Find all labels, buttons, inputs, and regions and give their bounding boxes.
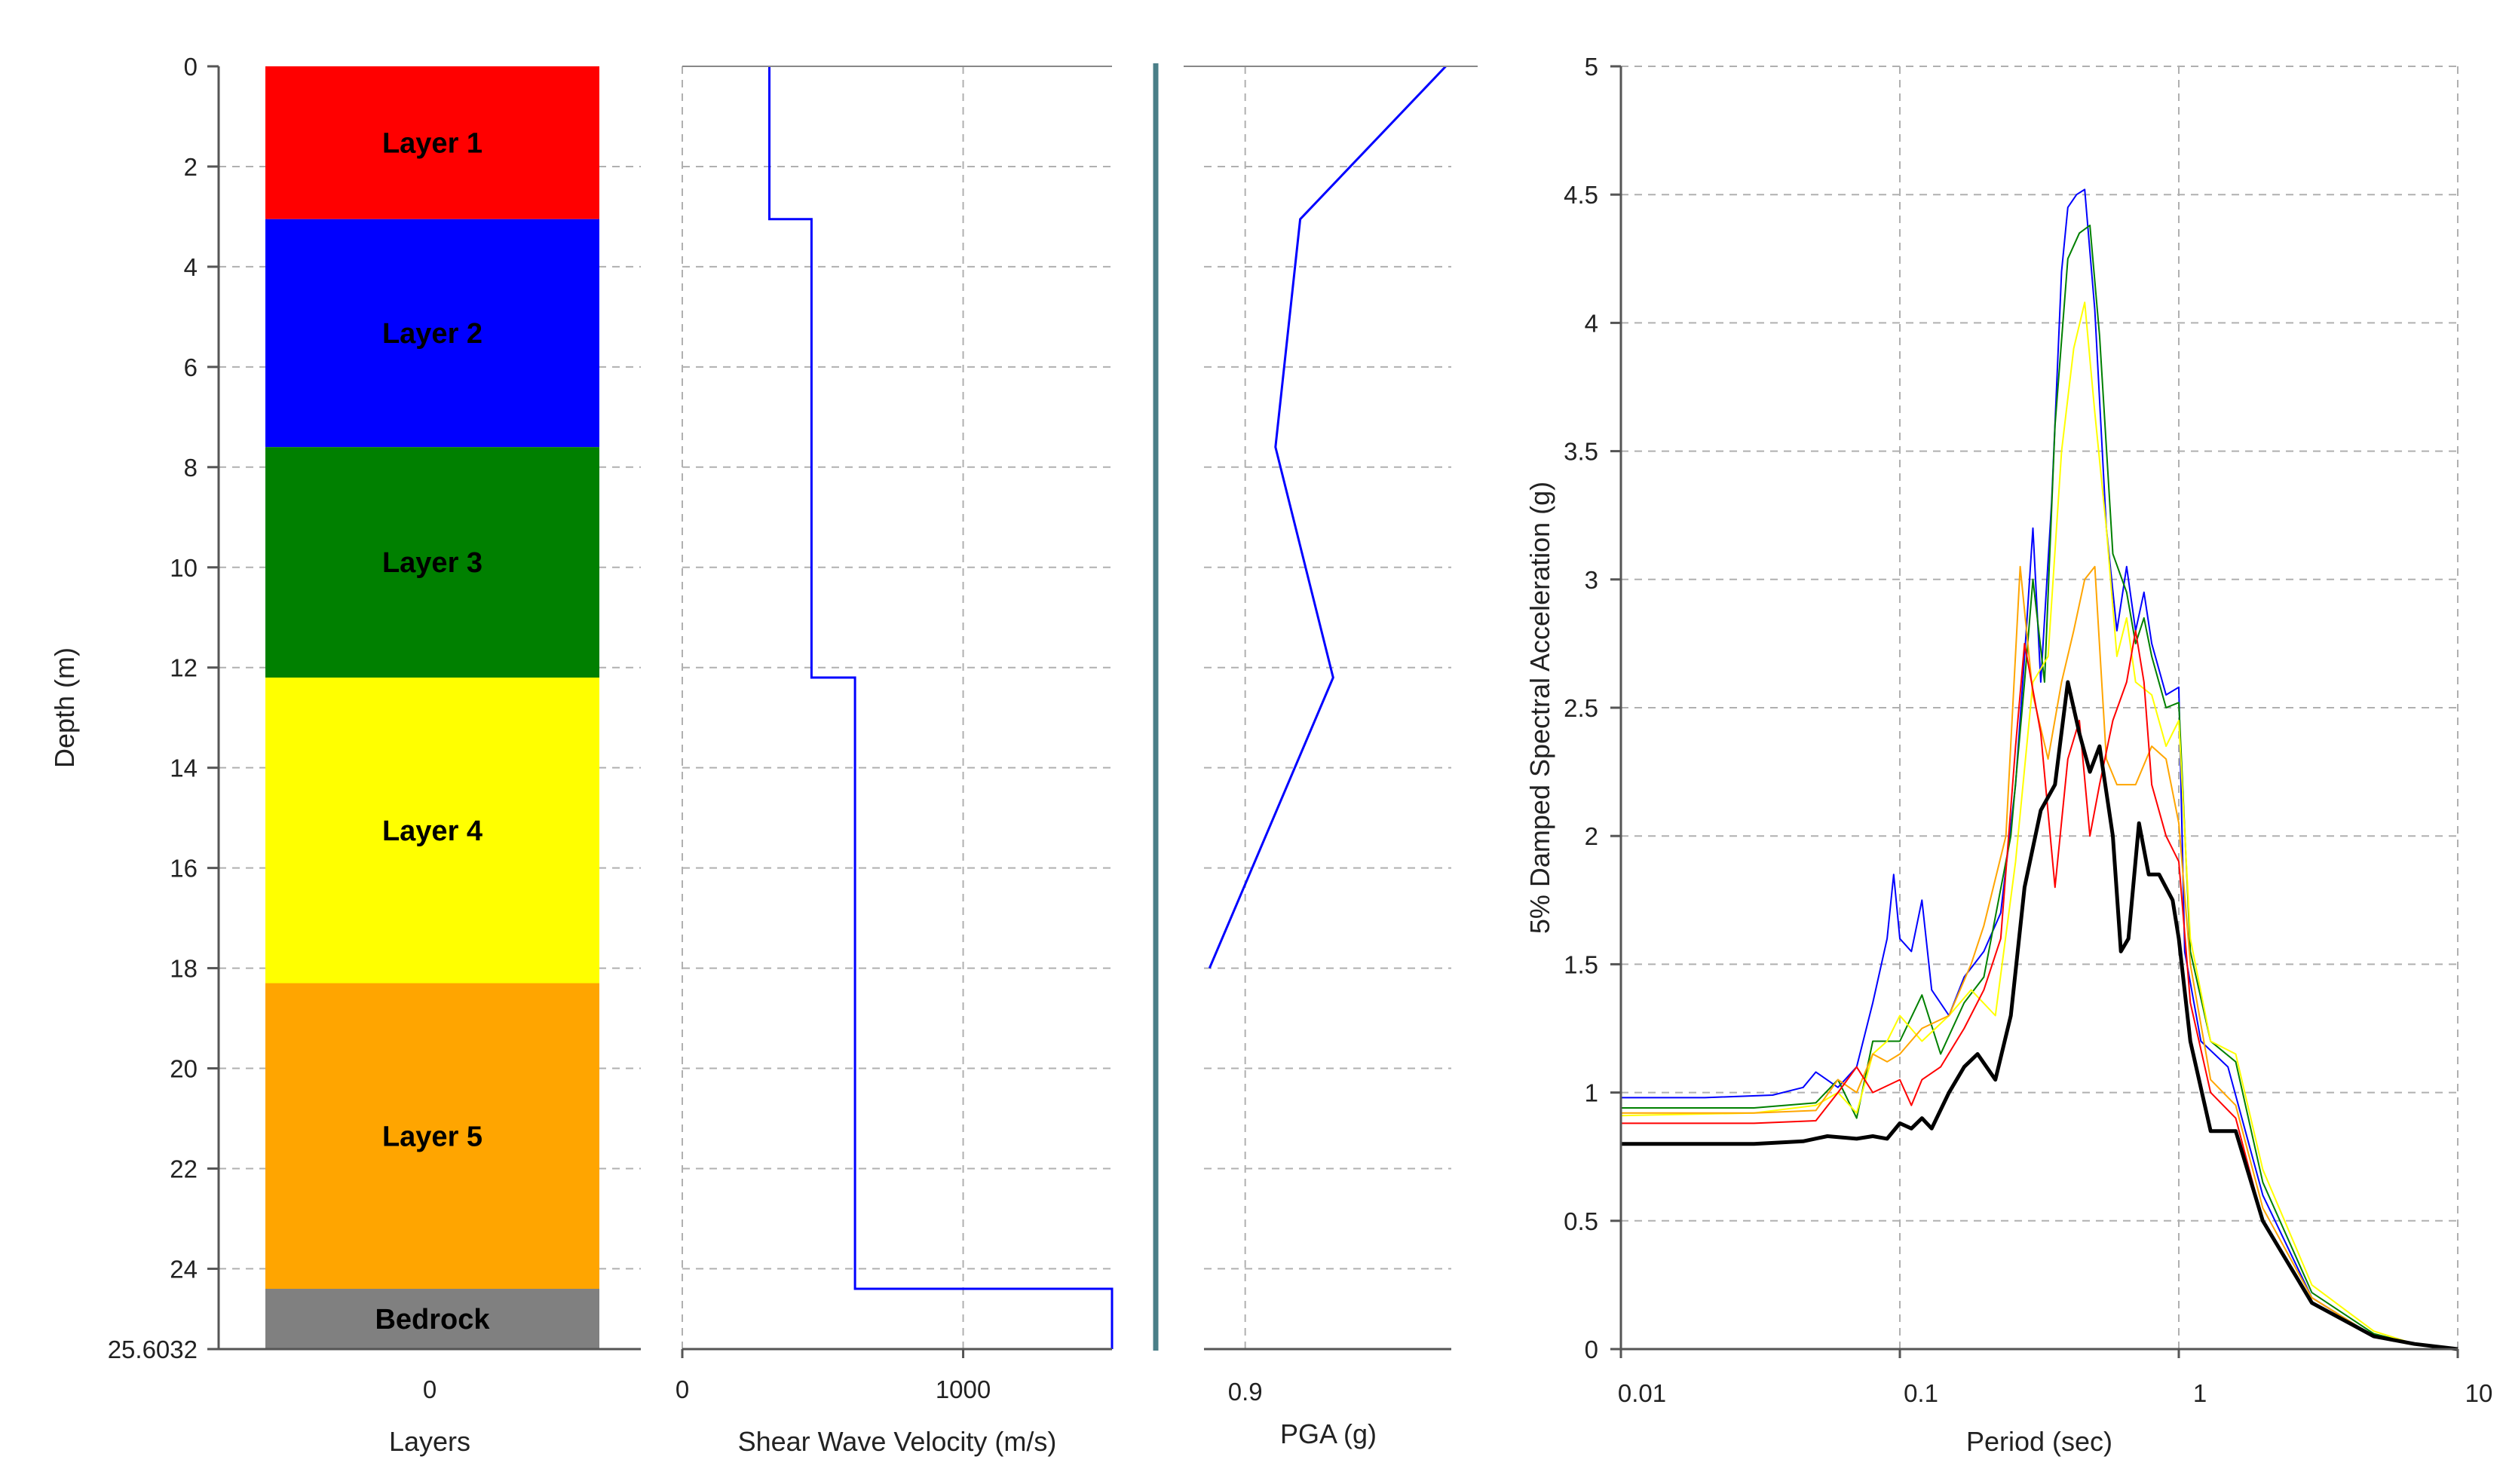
spectra-x-tick-label: 0.1 (1904, 1379, 1938, 1407)
spectra-x-label: Period (sec) (1966, 1426, 2112, 1457)
layer-label: Bedrock (375, 1304, 490, 1336)
vs-x-tick-label: 1000 (936, 1375, 991, 1403)
depth-y-label: Depth (m) (49, 647, 80, 768)
depth-tick-label: 25.6032 (108, 1336, 198, 1363)
depth-tick-label: 0 (184, 53, 198, 81)
layer-band (265, 678, 599, 984)
layer-label: Layer 4 (382, 815, 483, 847)
spectra-y-label: 5% Damped Spectral Acceleration (g) (1524, 482, 1555, 934)
spectra-y-tick-label: 0.5 (1564, 1207, 1598, 1235)
layers-x-tick-label: 0 (423, 1375, 437, 1403)
depth-tick-label: 24 (170, 1255, 198, 1283)
response-spectra-panel: 0 0.5 1 1.5 2 2.5 3 3.5 4 4.5 5 0.01 0.1 1 10 Period … (1524, 53, 2492, 1457)
spectra-x-tick-label: 10 (2465, 1379, 2493, 1407)
pga-x-tick-label: 0.9 (1228, 1378, 1263, 1406)
layer-label: Layer 5 (382, 1121, 483, 1152)
spectra-series-line (1620, 301, 2459, 1350)
depth-tick-label: 8 (184, 454, 198, 482)
spectra-y-tick-label: 3 (1585, 566, 1598, 594)
spectra-series-line (1621, 565, 2459, 1350)
pga-x-label: PGA (g) (1280, 1418, 1377, 1449)
spectra-series-line (1621, 225, 2459, 1350)
depth-tick-label: 22 (170, 1155, 198, 1183)
layers-x-label: Layers (389, 1426, 470, 1457)
layer-band (265, 447, 599, 678)
spectra-x-tick-label: 1 (2193, 1379, 2207, 1407)
depth-tick-label: 10 (170, 554, 198, 582)
layer-label: Layer 1 (382, 127, 483, 159)
pga-line (1208, 65, 1447, 969)
spectra-x-tick-label: 0.01 (1618, 1379, 1666, 1407)
shear-wave-velocity-panel: 0 1000 Shear Wave Velocity (m/s) (676, 66, 1114, 1457)
spectra-y-tick-label: 0 (1585, 1336, 1598, 1363)
vs-x-label: Shear Wave Velocity (m/s) (738, 1426, 1057, 1457)
spectra-y-tick-label: 1 (1585, 1079, 1598, 1107)
spectra-y-tick-label: 4.5 (1564, 181, 1598, 209)
spectra-series-line (1621, 680, 2459, 1351)
vs-x-tick-label: 0 (676, 1375, 689, 1403)
spectra-y-tick-label: 5 (1585, 53, 1598, 81)
layers-panel: Layer 1 Layer 2 Layer 3 Layer 4 Layer 5 Bedro… (49, 53, 641, 1457)
spectra-y-tick-label: 1.5 (1564, 950, 1598, 978)
layer-band (265, 66, 599, 219)
layer-band (265, 1289, 599, 1349)
depth-tick-label: 4 (184, 253, 198, 281)
depth-tick-label: 18 (170, 955, 198, 983)
spectra-y-tick-label: 2.5 (1564, 694, 1598, 722)
pga-panel: 0.9 PGA (g) (1184, 65, 1478, 1449)
depth-tick-label: 20 (170, 1055, 198, 1083)
depth-tick-label: 14 (170, 754, 198, 782)
spectra-series-line (1621, 629, 2459, 1350)
depth-tick-label: 2 (184, 153, 198, 181)
spectra-y-tick-label: 2 (1585, 822, 1598, 850)
spectra-series-line (1621, 188, 2459, 1350)
depth-tick-label: 16 (170, 855, 198, 883)
layer-band (265, 219, 599, 448)
spectra-y-tick-label: 4 (1585, 309, 1598, 337)
depth-tick-label: 6 (184, 353, 198, 381)
depth-tick-label: 12 (170, 654, 198, 682)
layer-band (265, 983, 599, 1290)
spectra-y-tick-label: 3.5 (1564, 438, 1598, 466)
layer-label: Layer 3 (382, 547, 483, 579)
shear-wave-velocity-line (768, 66, 1114, 1349)
layer-label: Layer 2 (382, 318, 483, 350)
